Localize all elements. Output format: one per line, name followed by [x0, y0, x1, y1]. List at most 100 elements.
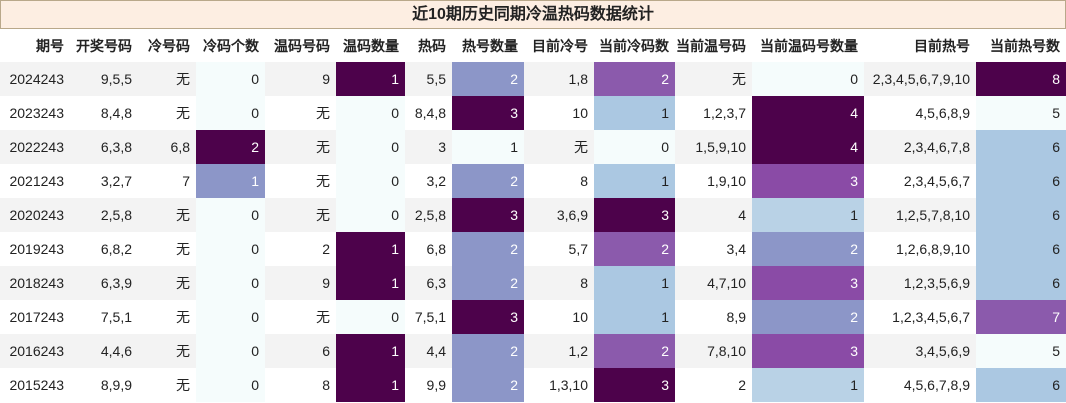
table-cell: 1,2 [524, 334, 594, 368]
table-cell: 9 [265, 62, 336, 96]
table-cell: 无 [265, 300, 336, 334]
table-cell: 0 [336, 96, 405, 130]
table-cell: 2 [452, 232, 524, 266]
table-cell: 2,5,8 [405, 198, 452, 232]
table-cell: 6,8 [138, 130, 196, 164]
table-cell: 0 [196, 62, 265, 96]
table-cell: 3 [594, 368, 675, 402]
table-cell: 3,2,7 [70, 164, 138, 198]
table-cell: 3,4 [675, 232, 752, 266]
table-cell: 0 [196, 300, 265, 334]
table-cell: 0 [196, 96, 265, 130]
table-cell: 2 [675, 368, 752, 402]
col-header: 温码数量 [336, 29, 405, 62]
table-cell: 无 [265, 96, 336, 130]
table-cell: 2,5,8 [70, 198, 138, 232]
table-cell: 1,5,9,10 [675, 130, 752, 164]
table-cell: 8,4,8 [405, 96, 452, 130]
col-header: 热号数量 [452, 29, 524, 62]
table-cell: 无 [675, 62, 752, 96]
table-cell: 2,3,4,6,7,8 [864, 130, 976, 164]
table-cell: 3 [452, 300, 524, 334]
table-cell: 3,2 [405, 164, 452, 198]
table-cell: 6,3 [405, 266, 452, 300]
table-cell: 1,2,3,5,6,9 [864, 266, 976, 300]
table-cell: 1 [594, 266, 675, 300]
table-cell: 3 [452, 198, 524, 232]
table-cell: 10 [524, 300, 594, 334]
col-header: 热码 [405, 29, 452, 62]
table-cell: 7,5,1 [70, 300, 138, 334]
table-cell: 9,9 [405, 368, 452, 402]
table-cell: 无 [265, 198, 336, 232]
table-cell: 2015243 [0, 368, 70, 402]
table-cell: 2024243 [0, 62, 70, 96]
table-cell: 无 [138, 266, 196, 300]
table-cell: 8,4,8 [70, 96, 138, 130]
table-cell: 1 [336, 232, 405, 266]
table-cell: 8 [976, 62, 1066, 96]
table-row: 2017243 7,5,1 无 0 无 0 7,5,1 3 10 1 8,9 2… [0, 300, 1066, 334]
table-cell: 无 [138, 232, 196, 266]
table-cell: 1 [336, 266, 405, 300]
table-cell: 9,5,5 [70, 62, 138, 96]
table-cell: 0 [196, 266, 265, 300]
table-cell: 4,7,10 [675, 266, 752, 300]
table-cell: 0 [336, 130, 405, 164]
table-cell: 2 [452, 62, 524, 96]
table-cell: 2020243 [0, 198, 70, 232]
col-header: 当前温码号数量 [752, 29, 864, 62]
table-cell: 1 [336, 62, 405, 96]
table-cell: 1,2,3,4,5,6,7 [864, 300, 976, 334]
table-row: 2020243 2,5,8 无 0 无 0 2,5,8 3 3,6,9 3 4 … [0, 198, 1066, 232]
table-cell: 9 [265, 266, 336, 300]
table-cell: 无 [265, 130, 336, 164]
table-cell: 8,9 [675, 300, 752, 334]
table-cell: 4,5,6,8,9 [864, 96, 976, 130]
table-cell: 6,3,9 [70, 266, 138, 300]
table-cell: 0 [594, 130, 675, 164]
table-cell: 1,9,10 [675, 164, 752, 198]
table-cell: 0 [336, 164, 405, 198]
table-cell: 6 [976, 130, 1066, 164]
table-cell: 无 [138, 96, 196, 130]
table-cell: 无 [524, 130, 594, 164]
table-row: 2022243 6,3,8 6,8 2 无 0 3 1 无 0 1,5,9,10… [0, 130, 1066, 164]
table-cell: 无 [265, 164, 336, 198]
table-cell: 0 [196, 334, 265, 368]
table-cell: 8,9,9 [70, 368, 138, 402]
table-cell: 7,8,10 [675, 334, 752, 368]
table-cell: 2 [265, 232, 336, 266]
table-cell: 1 [452, 130, 524, 164]
col-header: 开奖号码 [70, 29, 138, 62]
table-cell: 7,5,1 [405, 300, 452, 334]
table-cell: 3,6,9 [524, 198, 594, 232]
table-cell: 0 [336, 300, 405, 334]
table-cell: 7 [138, 164, 196, 198]
table-cell: 7 [976, 300, 1066, 334]
col-header: 目前冷号 [524, 29, 594, 62]
table-cell: 6 [265, 334, 336, 368]
col-header: 当前冷码数 [594, 29, 675, 62]
table-row: 2024243 9,5,5 无 0 9 1 5,5 2 1,8 2 无 0 2,… [0, 62, 1066, 96]
col-header: 冷号码 [138, 29, 196, 62]
table-cell: 无 [138, 300, 196, 334]
table-row: 2018243 6,3,9 无 0 9 1 6,3 2 8 1 4,7,10 3… [0, 266, 1066, 300]
table-cell: 1,2,3,7 [675, 96, 752, 130]
table-cell: 2023243 [0, 96, 70, 130]
table-cell: 1 [752, 198, 864, 232]
table-cell: 4,4,6 [70, 334, 138, 368]
table-cell: 0 [196, 232, 265, 266]
table-cell: 8 [524, 266, 594, 300]
table-cell: 6 [976, 232, 1066, 266]
table-cell: 1 [752, 368, 864, 402]
table-cell: 1,2,5,7,8,10 [864, 198, 976, 232]
table-cell: 2016243 [0, 334, 70, 368]
table-cell: 2 [452, 266, 524, 300]
table-cell: 2 [594, 334, 675, 368]
table-cell: 2 [752, 232, 864, 266]
table-cell: 2 [594, 232, 675, 266]
table-cell: 3 [752, 164, 864, 198]
table-cell: 3 [752, 266, 864, 300]
table-cell: 2,3,4,5,6,7 [864, 164, 976, 198]
